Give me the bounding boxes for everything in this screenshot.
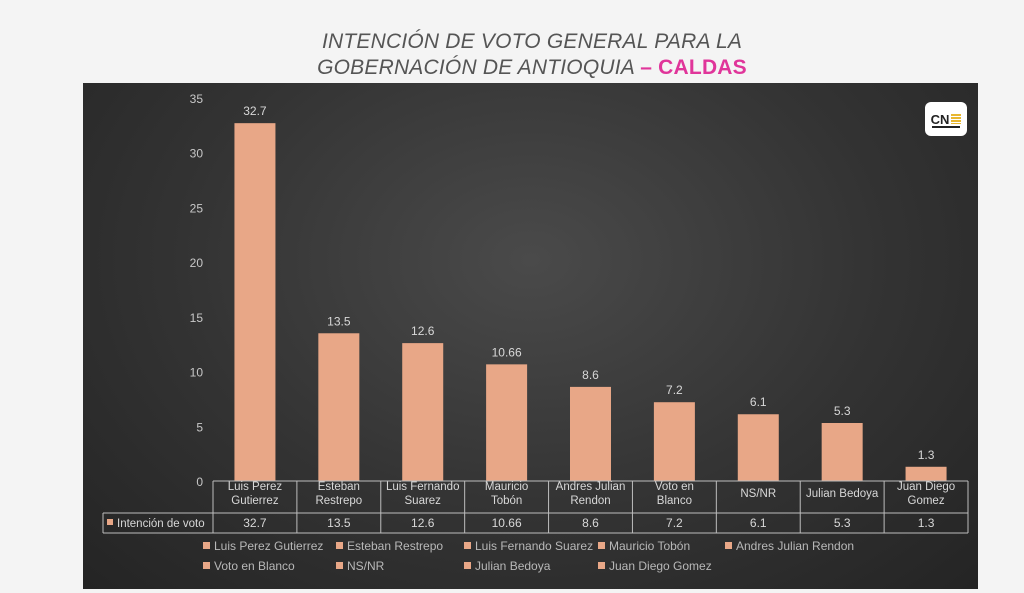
bar (737, 414, 779, 481)
y-tick-label: 30 (190, 147, 204, 161)
legend-item: Voto en Blanco (203, 559, 295, 573)
table-value: 10.66 (492, 516, 522, 530)
legend-item: Julian Bedoya (464, 559, 550, 573)
category-label: Juan Diego (897, 481, 955, 493)
category-label: NS/NR (740, 488, 776, 500)
table-value: 12.6 (411, 516, 435, 530)
category-label: Julian Bedoya (806, 488, 879, 500)
data-label: 6.1 (750, 395, 767, 409)
legend-swatch (598, 542, 605, 549)
y-tick-label: 0 (196, 475, 203, 489)
data-label: 8.6 (582, 368, 599, 382)
table-series-swatch (107, 519, 113, 525)
bar-chart: 0 5 10 15 20 25 30 35 32.7 13.5 12.6 10.66 8.6 7.2 6.1… (102, 92, 969, 534)
y-tick-label: 10 (190, 366, 204, 380)
legend-item: Mauricio Tobón (598, 539, 690, 553)
legend-swatch (203, 542, 210, 549)
legend-item: Andres Julian Rendon (725, 539, 854, 553)
title-accent: – CALDAS (640, 56, 747, 79)
bar (570, 386, 611, 481)
legend-swatch (464, 542, 471, 549)
table-value: 1.3 (918, 516, 935, 530)
bar (402, 343, 444, 481)
category-label: Gomez (908, 495, 945, 507)
legend-label: Mauricio Tobón (609, 539, 691, 553)
data-label: 1.3 (918, 448, 935, 462)
table-value: 5.3 (834, 516, 851, 530)
bar (486, 364, 528, 481)
chart-title-line1: INTENCIÓN DE VOTO GENERAL PARA LA (0, 30, 1024, 54)
chart-panel: 0 5 10 15 20 25 30 35 32.7 13.5 12.6 10.66 8.6 7.2 6.1… (83, 83, 978, 589)
bar (653, 402, 695, 481)
bar (905, 466, 947, 481)
data-label: 5.3 (834, 404, 851, 418)
legend-swatch (598, 562, 605, 569)
table-value: 13.5 (327, 516, 351, 530)
legend-item: Luis Perez Gutierrez (203, 539, 323, 553)
table-value: 7.2 (666, 516, 683, 530)
legend-swatch (203, 562, 210, 569)
chart-title-line2: GOBERNACIÓN DE ANTIOQUIA – CALDAS (0, 56, 1024, 80)
legend-label: Voto en Blanco (214, 559, 295, 573)
legend-item: Juan Diego Gomez (598, 559, 712, 573)
data-label: 12.6 (411, 324, 435, 338)
legend-label: NS/NR (347, 559, 385, 573)
bar (318, 333, 360, 481)
y-tick-label: 15 (190, 311, 204, 325)
legend-label: Julian Bedoya (475, 559, 551, 573)
y-tick-label: 35 (190, 92, 204, 106)
category-label: Restrepo (315, 495, 362, 507)
legend-item: Esteban Restrepo (336, 539, 443, 553)
category-label: Voto en (655, 481, 694, 493)
category-label: Mauricio (485, 481, 528, 493)
category-label: Esteban (318, 481, 360, 493)
category-label: Gutierrez (231, 495, 279, 507)
legend-label: Luis Perez Gutierrez (214, 539, 324, 553)
legend-label: Andres Julian Rendon (736, 539, 855, 553)
bar (234, 123, 276, 481)
table-series-name: Intención de voto (117, 518, 205, 530)
table-value: 32.7 (243, 516, 267, 530)
legend-item: NS/NR (336, 559, 384, 573)
logo-text: CN (930, 111, 950, 127)
bar (821, 423, 863, 481)
legend-swatch (464, 562, 471, 569)
legend-swatch (725, 542, 732, 549)
data-label: 13.5 (327, 314, 351, 328)
y-tick-label: 5 (196, 420, 203, 434)
category-label: Rendon (570, 495, 610, 507)
title-text-2: GOBERNACIÓN DE ANTIOQUIA (317, 56, 635, 79)
table-value: 8.6 (582, 516, 599, 530)
y-tick-label: 25 (190, 201, 204, 215)
category-label: Andres Julian (556, 481, 626, 493)
cnc-logo-icon: CN (925, 102, 967, 136)
category-label: Blanco (657, 495, 692, 507)
legend-swatch (336, 542, 343, 549)
category-label: Luis Perez (228, 481, 283, 493)
data-label: 32.7 (243, 104, 267, 118)
category-label: Tobón (491, 495, 522, 507)
title-text-1: INTENCIÓN DE VOTO GENERAL PARA LA (321, 30, 743, 53)
legend-label: Luis Fernando Suarez (475, 539, 594, 553)
category-label: Suarez (405, 495, 442, 507)
category-label: Luis Fernando (386, 481, 460, 493)
data-label: 7.2 (666, 383, 683, 397)
data-label: 10.66 (492, 345, 522, 359)
legend-label: Juan Diego Gomez (609, 559, 712, 573)
table-value: 6.1 (750, 516, 767, 530)
legend-label: Esteban Restrepo (347, 539, 444, 553)
legend-swatch (336, 562, 343, 569)
y-tick-label: 20 (190, 256, 204, 270)
legend-item: Luis Fernando Suarez (464, 539, 593, 553)
